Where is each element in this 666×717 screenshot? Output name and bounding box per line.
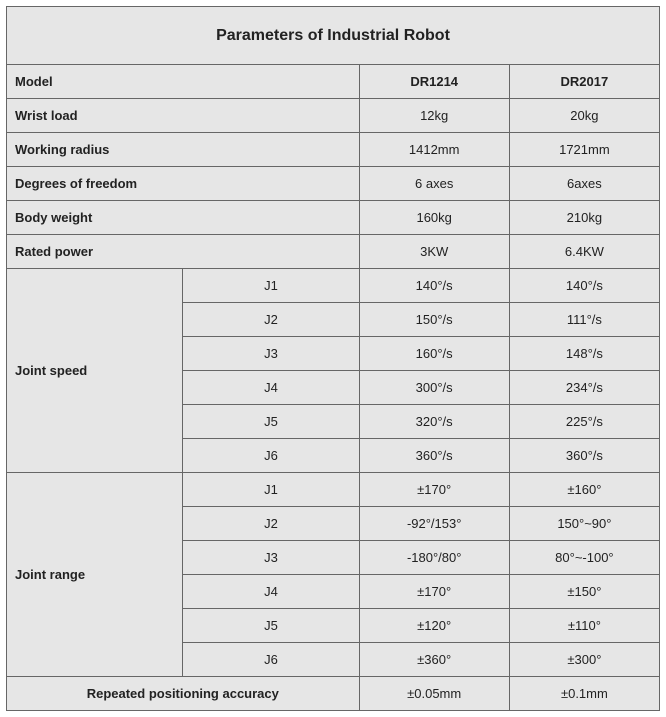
row-value-c2: ±160° xyxy=(509,473,659,507)
table-row: Degrees of freedom6 axes6axes xyxy=(7,167,660,201)
row-value-c2: 80°~-100° xyxy=(509,541,659,575)
row-value-c2: 150°~90° xyxy=(509,507,659,541)
footer-value-c2: ±0.1mm xyxy=(509,677,659,711)
group-label: Joint range xyxy=(7,473,183,677)
row-value-c1: 140°/s xyxy=(359,269,509,303)
row-value-c2: ±150° xyxy=(509,575,659,609)
footer-row: Repeated positioning accuracy±0.05mm±0.1… xyxy=(7,677,660,711)
table-row: Joint rangeJ1±170°±160° xyxy=(7,473,660,507)
footer-value-c1: ±0.05mm xyxy=(359,677,509,711)
sub-label: J2 xyxy=(183,507,359,541)
row-value-c2: 20kg xyxy=(509,99,659,133)
row-value-c1: 1412mm xyxy=(359,133,509,167)
robot-params-table: Parameters of Industrial Robot Model DR1… xyxy=(6,6,660,711)
table-row: Wrist load12kg20kg xyxy=(7,99,660,133)
row-value-c2: 111°/s xyxy=(509,303,659,337)
row-value-c2: 6.4KW xyxy=(509,235,659,269)
table-row: Body weight160kg210kg xyxy=(7,201,660,235)
sub-label: J1 xyxy=(183,269,359,303)
header-col2: DR2017 xyxy=(509,65,659,99)
sub-label: J3 xyxy=(183,337,359,371)
row-value-c1: -180°/80° xyxy=(359,541,509,575)
table-body: Parameters of Industrial Robot Model DR1… xyxy=(7,7,660,711)
sub-label: J4 xyxy=(183,371,359,405)
row-value-c2: 148°/s xyxy=(509,337,659,371)
row-value-c1: ±170° xyxy=(359,473,509,507)
sub-label: J5 xyxy=(183,609,359,643)
row-value-c1: 300°/s xyxy=(359,371,509,405)
table-row: Working radius1412mm1721mm xyxy=(7,133,660,167)
row-label: Body weight xyxy=(7,201,360,235)
row-value-c1: 3KW xyxy=(359,235,509,269)
row-value-c1: 150°/s xyxy=(359,303,509,337)
sub-label: J4 xyxy=(183,575,359,609)
row-value-c2: 1721mm xyxy=(509,133,659,167)
row-value-c1: ±120° xyxy=(359,609,509,643)
row-value-c1: 360°/s xyxy=(359,439,509,473)
header-model: Model xyxy=(7,65,360,99)
row-value-c1: 6 axes xyxy=(359,167,509,201)
row-value-c2: 140°/s xyxy=(509,269,659,303)
row-label: Working radius xyxy=(7,133,360,167)
sub-label: J5 xyxy=(183,405,359,439)
row-value-c1: -92°/153° xyxy=(359,507,509,541)
footer-label: Repeated positioning accuracy xyxy=(7,677,360,711)
row-value-c2: 234°/s xyxy=(509,371,659,405)
row-label: Degrees of freedom xyxy=(7,167,360,201)
row-value-c1: 160kg xyxy=(359,201,509,235)
sub-label: J1 xyxy=(183,473,359,507)
row-value-c2: 210kg xyxy=(509,201,659,235)
row-value-c2: 225°/s xyxy=(509,405,659,439)
sub-label: J2 xyxy=(183,303,359,337)
row-value-c1: 160°/s xyxy=(359,337,509,371)
row-value-c2: ±110° xyxy=(509,609,659,643)
row-value-c1: ±170° xyxy=(359,575,509,609)
table-row: Joint speedJ1140°/s140°/s xyxy=(7,269,660,303)
table-title: Parameters of Industrial Robot xyxy=(7,7,660,65)
header-row: Model DR1214 DR2017 xyxy=(7,65,660,99)
row-label: Wrist load xyxy=(7,99,360,133)
row-value-c2: 6axes xyxy=(509,167,659,201)
table-row: Rated power3KW6.4KW xyxy=(7,235,660,269)
row-value-c1: 12kg xyxy=(359,99,509,133)
group-label: Joint speed xyxy=(7,269,183,473)
sub-label: J6 xyxy=(183,439,359,473)
title-row: Parameters of Industrial Robot xyxy=(7,7,660,65)
row-value-c1: 320°/s xyxy=(359,405,509,439)
sub-label: J3 xyxy=(183,541,359,575)
row-value-c2: 360°/s xyxy=(509,439,659,473)
row-label: Rated power xyxy=(7,235,360,269)
header-col1: DR1214 xyxy=(359,65,509,99)
